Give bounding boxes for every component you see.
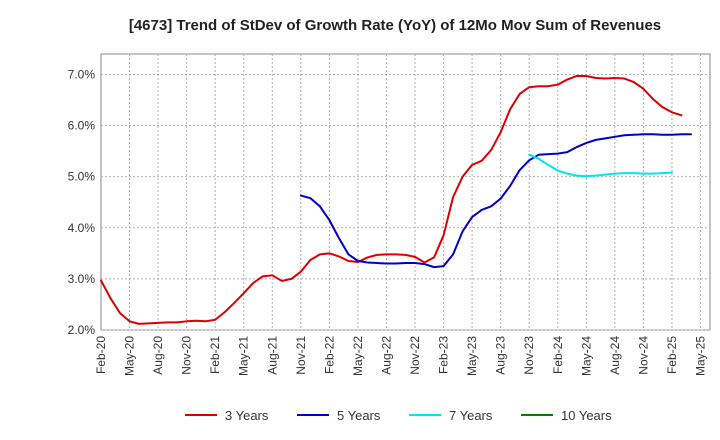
x-tick-label: Feb-22 [322,336,336,374]
series-lines [100,74,692,325]
legend-label: 7 Years [449,408,493,423]
legend-item-7-years: 7 Years [409,408,493,423]
x-tick-label: May-22 [351,336,365,376]
x-axis-ticks: Feb-20 May-20 Aug-20 Nov-20 Feb-21 May-21 Aug-… [94,336,707,376]
chart-title: [4673] Trend of StDev of Growth Rate (Yo… [129,17,661,34]
x-tick-label: Aug-21 [265,336,279,375]
x-tick-label: Aug-22 [379,336,393,375]
series-line-7-years [528,153,673,178]
x-tick-label: May-21 [237,336,251,376]
x-tick-label: Nov-20 [180,336,194,375]
x-tick-label: Nov-22 [408,336,422,375]
x-tick-label: May-23 [465,336,479,376]
x-tick-label: Feb-23 [437,336,451,374]
legend-item-5-years: 5 Years [297,408,381,423]
plot-area [100,53,711,331]
legend-label: 5 Years [337,408,381,423]
y-tick-label: 2.0% [68,323,96,337]
y-tick-label: 5.0% [68,170,96,184]
y-tick-label: 7.0% [68,67,96,81]
x-tick-label: Feb-24 [551,336,565,374]
series-line-5-years [299,133,692,269]
x-tick-label: Nov-23 [522,336,536,375]
x-tick-label: May-25 [693,336,707,376]
y-tick-label: 3.0% [68,272,96,286]
legend-label: 3 Years [225,408,269,423]
x-tick-label: Aug-20 [151,336,165,375]
legend: 3 Years 5 Years 7 Years 10 Years [185,408,612,423]
x-tick-label: May-20 [123,336,137,376]
x-tick-label: Feb-25 [665,336,679,374]
y-tick-label: 6.0% [68,119,96,133]
x-tick-label: May-24 [579,336,593,376]
legend-item-3-years: 3 Years [185,408,269,423]
y-axis-ticks: 2.0% 3.0% 4.0% 5.0% 6.0% 7.0% [68,67,96,337]
y-tick-label: 4.0% [68,221,96,235]
legend-item-10-years: 10 Years [521,408,612,423]
series-line-3-years [100,74,683,325]
grid-lines [101,54,710,331]
x-tick-label: Feb-21 [208,336,222,374]
x-tick-label: Feb-20 [94,336,108,374]
x-tick-label: Aug-24 [608,336,622,375]
x-tick-label: Aug-23 [494,336,508,375]
x-tick-label: Nov-21 [294,336,308,375]
legend-label: 10 Years [561,408,612,423]
x-tick-label: Nov-24 [636,336,650,375]
